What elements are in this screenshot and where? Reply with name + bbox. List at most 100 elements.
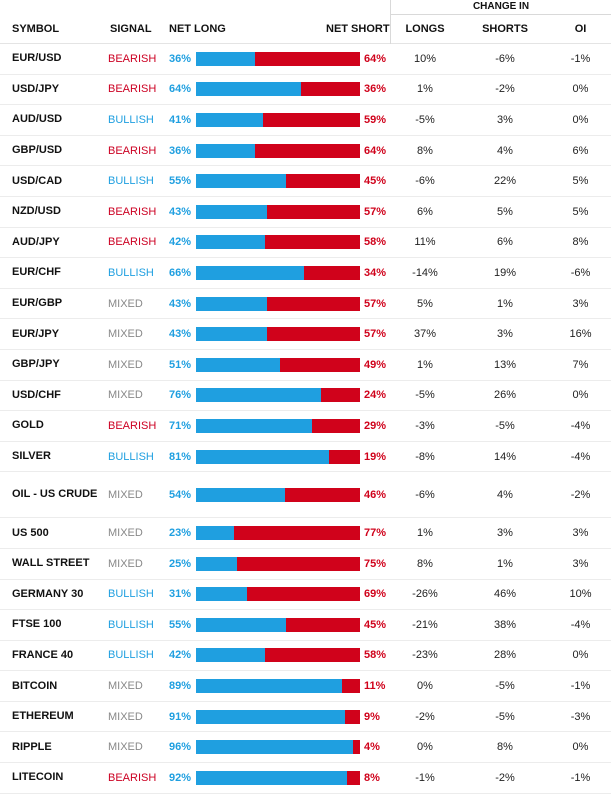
symbol-link[interactable]: EUR/JPY	[12, 327, 60, 340]
change-shorts: 1%	[497, 297, 513, 310]
change-longs: 0%	[417, 741, 433, 754]
change-oi: -2%	[570, 488, 591, 501]
symbol-link[interactable]: OIL - US CRUDE	[12, 488, 98, 501]
net-short-value: 36%	[364, 83, 387, 96]
header-symbol[interactable]: SYMBOL	[12, 23, 60, 35]
header-net-long[interactable]: NET LONG	[169, 23, 226, 35]
table-row[interactable]: EUR/GBP MIXED 43% 57% 5% 1% 3%	[0, 289, 611, 320]
net-short-bar	[264, 648, 360, 663]
sentiment-bar	[196, 763, 360, 793]
symbol-link[interactable]: ETHEREUM	[12, 710, 74, 723]
table-row[interactable]: GERMANY 30 BULLISH 31% 69% -26% 46% 10%	[0, 580, 611, 611]
table-row[interactable]: FRANCE 40 BULLISH 42% 58% -23% 28% 0%	[0, 641, 611, 672]
symbol-link[interactable]: RIPPLE	[12, 740, 52, 753]
symbol-link[interactable]: SILVER	[12, 450, 51, 463]
table-row[interactable]: AUD/JPY BEARISH 42% 58% 11% 6% 8%	[0, 228, 611, 259]
symbol-link[interactable]: EUR/GBP	[12, 297, 63, 310]
symbol-link[interactable]: FTSE 100	[12, 618, 62, 631]
table-row[interactable]: GBP/USD BEARISH 36% 64% 8% 4% 6%	[0, 136, 611, 167]
table-row[interactable]: WALL STREET MIXED 25% 75% 8% 1% 3%	[0, 549, 611, 580]
symbol-link[interactable]: USD/JPY	[12, 82, 60, 95]
table-row[interactable]: ETHEREUM MIXED 91% 9% -2% -5% -3%	[0, 702, 611, 733]
table-row[interactable]: BITCOIN MIXED 89% 11% 0% -5% -1%	[0, 671, 611, 702]
table-row[interactable]: GOLD BEARISH 71% 29% -3% -5% -4%	[0, 411, 611, 442]
change-in-header: CHANGE IN	[390, 0, 611, 15]
net-short-bar	[263, 112, 360, 127]
sentiment-bar	[196, 549, 360, 579]
change-oi: 8%	[572, 236, 589, 249]
net-long-value: 42%	[169, 236, 192, 249]
table-row[interactable]: USD/CAD BULLISH 55% 45% -6% 22% 5%	[0, 166, 611, 197]
table-row[interactable]: NZD/USD BEARISH 43% 57% 6% 5% 5%	[0, 197, 611, 228]
signal-label: MIXED	[108, 527, 143, 540]
net-long-value: 92%	[169, 771, 192, 784]
table-row[interactable]: LITECOIN BEARISH 92% 8% -1% -2% -1%	[0, 763, 611, 794]
symbol-link[interactable]: GERMANY 30	[12, 587, 84, 600]
table-row[interactable]: EUR/JPY MIXED 43% 57% 37% 3% 16%	[0, 319, 611, 350]
net-long-bar	[196, 296, 267, 311]
symbol-link[interactable]: GBP/JPY	[12, 358, 60, 371]
symbol-link[interactable]: WALL STREET	[12, 557, 90, 570]
signal-label: BULLISH	[108, 649, 154, 662]
table-row[interactable]: EUR/USD BEARISH 36% 64% 10% -6% -1%	[0, 44, 611, 75]
net-short-bar	[284, 487, 360, 502]
change-oi: 10%	[569, 588, 592, 601]
net-long-bar	[196, 556, 237, 571]
net-long-bar	[196, 51, 256, 66]
symbol-link[interactable]: AUD/USD	[12, 113, 63, 126]
change-longs: -26%	[412, 588, 438, 601]
signal-label: BULLISH	[108, 266, 154, 279]
signal-label: BULLISH	[108, 450, 154, 463]
table-row[interactable]: USD/JPY BEARISH 64% 36% 1% -2% 0%	[0, 75, 611, 106]
net-long-bar	[196, 487, 285, 502]
symbol-link[interactable]: USD/CAD	[12, 174, 63, 187]
change-oi: 5%	[572, 205, 589, 218]
sentiment-bar	[196, 44, 360, 74]
symbol-link[interactable]: AUD/JPY	[12, 235, 60, 248]
signal-label: BEARISH	[108, 144, 157, 157]
net-short-value: 45%	[364, 618, 387, 631]
change-shorts: 28%	[493, 649, 517, 662]
table-row[interactable]: AUD/USD BULLISH 41% 59% -5% 3% 0%	[0, 105, 611, 136]
table-row[interactable]: US 500 MIXED 23% 77% 1% 3% 3%	[0, 518, 611, 549]
net-short-value: 64%	[364, 144, 387, 157]
symbol-link[interactable]: EUR/USD	[12, 52, 62, 65]
signal-label: BEARISH	[108, 771, 157, 784]
table-row[interactable]: SILVER BULLISH 81% 19% -8% 14% -4%	[0, 442, 611, 473]
symbol-link[interactable]: GBP/USD	[12, 144, 63, 157]
symbol-link[interactable]: US 500	[12, 526, 49, 539]
symbol-link[interactable]: GOLD	[12, 419, 44, 432]
header-net-short[interactable]: NET SHORT	[326, 23, 390, 35]
table-row[interactable]: EUR/CHF BULLISH 66% 34% -14% 19% -6%	[0, 258, 611, 289]
change-longs: -1%	[415, 771, 435, 784]
net-short-bar	[320, 388, 360, 403]
table-row[interactable]: RIPPLE MIXED 96% 4% 0% 8% 0%	[0, 732, 611, 764]
table-row[interactable]: USD/CHF MIXED 76% 24% -5% 26% 0%	[0, 381, 611, 412]
change-oi: -1%	[570, 680, 591, 693]
table-row[interactable]: GBP/JPY MIXED 51% 49% 1% 13% 7%	[0, 350, 611, 381]
header-longs[interactable]: LONGS	[405, 23, 445, 35]
header-oi[interactable]: OI	[574, 23, 587, 35]
table-row[interactable]: FTSE 100 BULLISH 55% 45% -21% 38% -4%	[0, 610, 611, 641]
table-row[interactable]: OIL - US CRUDE MIXED 54% 46% -6% 4% -2%	[0, 472, 611, 519]
header-signal[interactable]: SIGNAL	[110, 23, 152, 35]
symbol-link[interactable]: FRANCE 40	[12, 648, 74, 661]
sentiment-bar	[196, 732, 360, 762]
net-short-value: 58%	[364, 236, 387, 249]
symbol-link[interactable]: LITECOIN	[12, 771, 64, 784]
net-long-value: 96%	[169, 741, 192, 754]
net-short-bar	[328, 449, 360, 464]
net-short-value: 11%	[364, 680, 386, 693]
header-shorts[interactable]: SHORTS	[482, 23, 528, 35]
symbol-link[interactable]: NZD/USD	[12, 205, 61, 218]
net-long-value: 43%	[169, 205, 192, 218]
symbol-link[interactable]: USD/CHF	[12, 388, 61, 401]
change-oi: -4%	[570, 419, 591, 432]
change-shorts: 3%	[497, 527, 513, 540]
change-shorts: -2%	[495, 771, 515, 784]
change-oi: -1%	[570, 52, 591, 65]
symbol-link[interactable]: EUR/CHF	[12, 266, 61, 279]
change-longs: 8%	[417, 557, 433, 570]
symbol-link[interactable]: BITCOIN	[12, 679, 58, 692]
net-long-bar	[196, 204, 267, 219]
